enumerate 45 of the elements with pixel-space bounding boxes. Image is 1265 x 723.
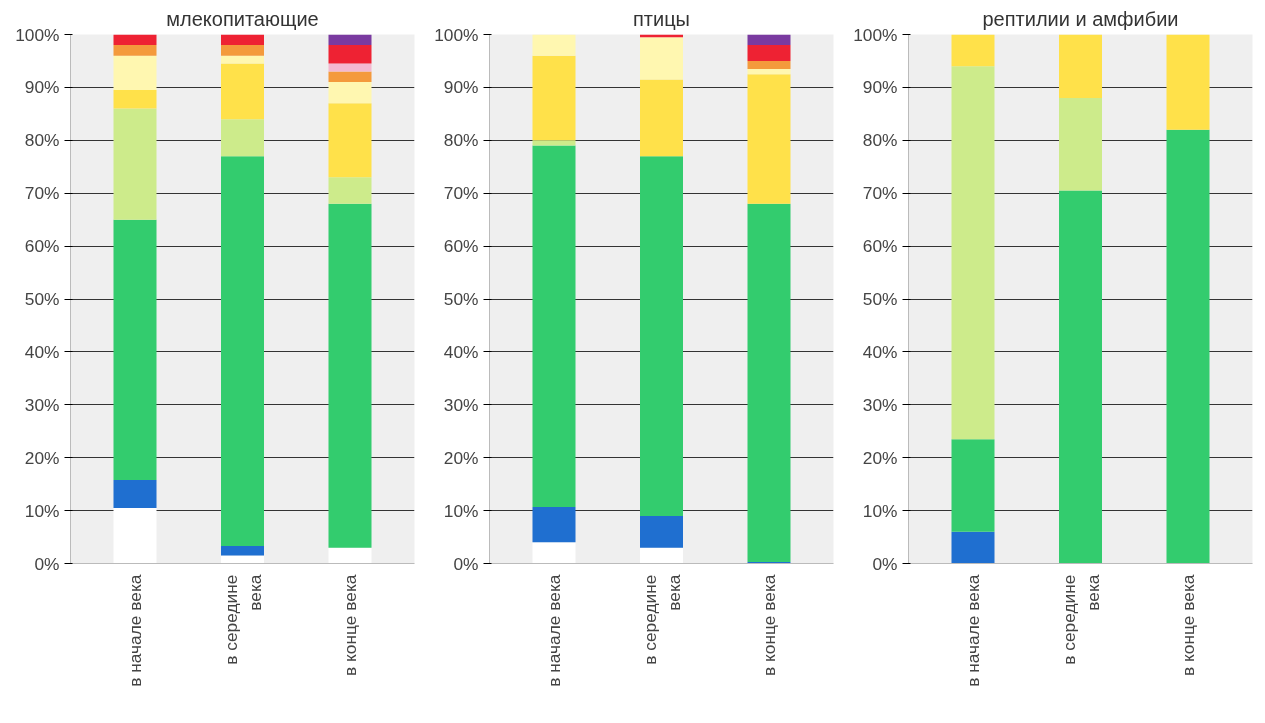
x-tick-label: в конце века <box>759 574 779 676</box>
y-tick-label: 90% <box>862 77 898 98</box>
y-tick-label: 70% <box>24 183 60 204</box>
y-tick-label: 10% <box>443 500 479 521</box>
y-tick-label: 40% <box>24 341 60 362</box>
chart-title: млекопитающие <box>166 7 319 30</box>
y-tick-label: 60% <box>443 236 479 257</box>
x-tick-label: в конце века <box>340 574 360 676</box>
y-tick-label: 60% <box>24 236 60 257</box>
y-tick-label: 0% <box>34 553 60 574</box>
y-tick-label: 20% <box>24 447 60 468</box>
x-tick-label: в середине века <box>220 574 265 665</box>
y-tick-label: 30% <box>443 394 479 415</box>
y-tick-label: 10% <box>862 500 898 521</box>
y-tick-label: 50% <box>24 289 60 309</box>
y-tick-label: 100% <box>15 24 60 45</box>
x-tick-label: в начале века <box>125 574 145 687</box>
chart-title: рептилии и амфибии <box>982 7 1179 30</box>
y-tick-label: 10% <box>24 500 60 521</box>
y-tick-label: 40% <box>443 341 479 362</box>
y-tick-label: 50% <box>862 289 898 309</box>
y-tick-label: 30% <box>862 394 898 415</box>
y-tick-label: 60% <box>862 236 898 257</box>
x-tick-label: в начале века <box>544 574 564 687</box>
y-tick-label: 50% <box>443 289 479 309</box>
y-tick-label: 100% <box>853 24 898 45</box>
x-tick-label: в начале века <box>963 574 983 687</box>
y-tick-label: 90% <box>24 77 60 98</box>
x-tick-label: в конце века <box>1178 574 1198 676</box>
x-tick-label: в середине века <box>639 574 684 665</box>
chart-title: птицы <box>633 7 690 30</box>
y-tick-label: 20% <box>443 447 479 468</box>
y-tick-label: 0% <box>872 553 898 574</box>
y-tick-label: 80% <box>24 130 60 151</box>
y-tick-label: 70% <box>443 183 479 204</box>
y-tick-label: 20% <box>862 447 898 468</box>
y-tick-label: 90% <box>443 77 479 98</box>
y-tick-label: 40% <box>862 341 898 362</box>
x-tick-label: в середине века <box>1058 574 1103 665</box>
y-tick-label: 80% <box>443 130 479 151</box>
y-tick-label: 100% <box>434 24 479 45</box>
y-tick-label: 0% <box>453 553 479 574</box>
y-tick-label: 70% <box>862 183 898 204</box>
y-tick-label: 80% <box>862 130 898 151</box>
y-tick-label: 30% <box>24 394 60 415</box>
